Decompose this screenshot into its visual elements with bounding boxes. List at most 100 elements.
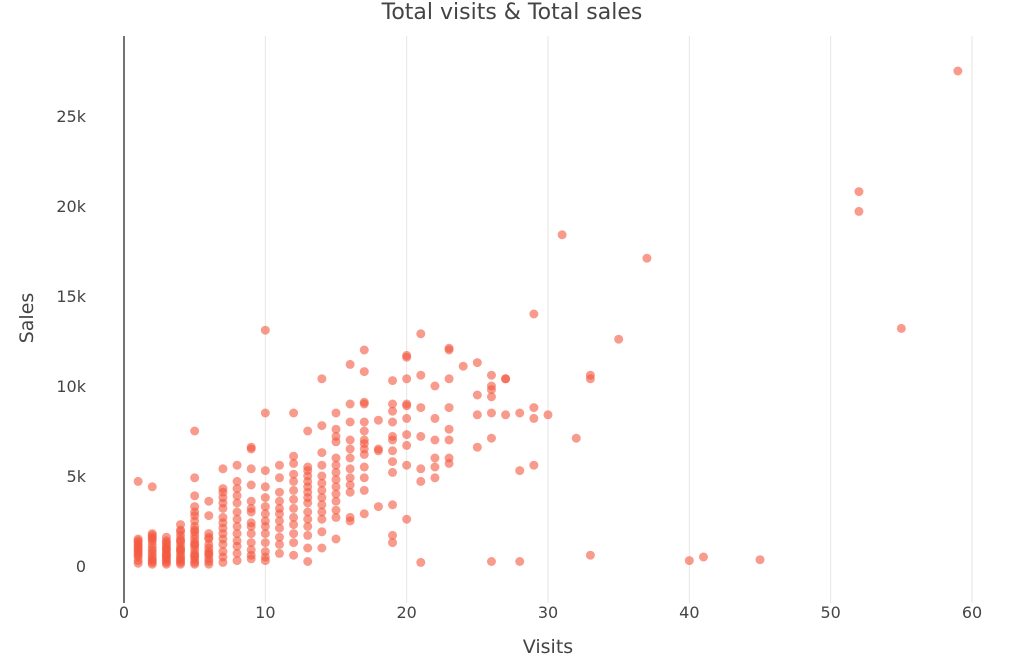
scatter-point	[430, 413, 440, 423]
scatter-point	[303, 514, 313, 524]
scatter-point	[388, 435, 398, 445]
scatter-point	[232, 476, 242, 486]
scatter-point	[444, 403, 454, 413]
scatter-point	[218, 557, 228, 567]
scatter-point	[402, 440, 412, 450]
scatter-point	[274, 487, 284, 497]
scatter-point	[274, 496, 284, 506]
scatter-point	[529, 403, 539, 413]
scatter-point	[317, 543, 327, 553]
chart-title: Total visits & Total sales	[381, 0, 643, 25]
scatter-point	[331, 505, 341, 515]
scatter-point	[246, 529, 256, 539]
scatter-point	[260, 502, 270, 512]
scatter-point	[402, 350, 412, 360]
scatter-point	[161, 559, 171, 569]
scatter-point	[642, 253, 652, 263]
scatter-point	[246, 538, 256, 548]
scatter-point	[430, 381, 440, 391]
x-tick-label: 30	[538, 603, 558, 622]
scatter-point	[430, 473, 440, 483]
scatter-point	[246, 464, 256, 474]
scatter-point	[345, 435, 355, 445]
scatter-point	[388, 467, 398, 477]
scatter-point	[472, 390, 482, 400]
scatter-point	[345, 399, 355, 409]
scatter-point	[444, 343, 454, 353]
scatter-point	[331, 489, 341, 499]
scatter-point	[472, 358, 482, 368]
scatter-point	[176, 536, 186, 546]
scatter-point	[190, 426, 200, 436]
scatter-point	[614, 334, 624, 344]
x-tick-label: 50	[820, 603, 840, 622]
scatter-point	[232, 460, 242, 470]
scatter-point	[274, 532, 284, 542]
scatter-point	[274, 516, 284, 526]
scatter-point	[176, 559, 186, 569]
scatter-point	[345, 487, 355, 497]
scatter-point	[402, 413, 412, 423]
scatter-point	[303, 530, 313, 540]
scatter-point	[388, 376, 398, 386]
scatter-point	[416, 370, 426, 380]
scatter-point	[359, 485, 369, 495]
scatter-point	[246, 480, 256, 490]
scatter-point	[289, 550, 299, 560]
scatter-point	[260, 509, 270, 519]
scatter-point	[246, 521, 256, 531]
scatter-point	[388, 457, 398, 467]
x-axis-ticks: 0 10 20 30 40 50 60	[119, 603, 982, 622]
scatter-point	[190, 559, 200, 569]
scatter-point	[529, 413, 539, 423]
scatter-point	[303, 426, 313, 436]
scatter-point	[373, 502, 383, 512]
scatter-point	[416, 464, 426, 474]
scatter-point	[303, 498, 313, 508]
scatter-point	[317, 460, 327, 470]
scatter-point	[260, 493, 270, 503]
scatter-point	[232, 548, 242, 558]
scatter-point	[501, 410, 511, 420]
scatter-point	[274, 473, 284, 483]
scatter-point	[345, 473, 355, 483]
scatter-point	[289, 503, 299, 513]
scatter-point	[331, 467, 341, 477]
x-tick-label: 0	[119, 603, 129, 622]
y-tick-label: 0	[76, 557, 86, 576]
scatter-point	[317, 500, 327, 510]
scatter-point	[317, 471, 327, 481]
scatter-point	[246, 507, 256, 517]
scatter-point	[289, 512, 299, 522]
scatter-point	[133, 558, 143, 568]
scatter-point	[359, 367, 369, 377]
scatter-point	[289, 458, 299, 468]
scatter-point	[388, 538, 398, 548]
scatter-point	[402, 460, 412, 470]
scatter-point	[317, 478, 327, 488]
scatter-point	[388, 417, 398, 427]
scatter-point	[585, 370, 595, 380]
scatter-point	[571, 433, 581, 443]
scatter-point	[274, 539, 284, 549]
x-tick-label: 20	[396, 603, 416, 622]
scatter-point	[515, 408, 525, 418]
scatter-point	[331, 408, 341, 418]
scatter-point	[246, 496, 256, 506]
scatter-point	[416, 403, 426, 413]
scatter-point	[331, 424, 341, 434]
scatter-point	[317, 374, 327, 384]
scatter-point	[246, 554, 256, 564]
scatter-point	[274, 460, 284, 470]
scatter-point	[218, 503, 228, 513]
scatter-point	[585, 550, 595, 560]
scatter-point	[289, 529, 299, 539]
scatter-point	[501, 374, 511, 384]
scatter-point	[388, 399, 398, 409]
scatter-point	[359, 449, 369, 459]
scatter-point	[232, 521, 242, 531]
scatter-point	[303, 557, 313, 566]
scatter-point	[331, 460, 341, 470]
scatter-point	[359, 417, 369, 427]
